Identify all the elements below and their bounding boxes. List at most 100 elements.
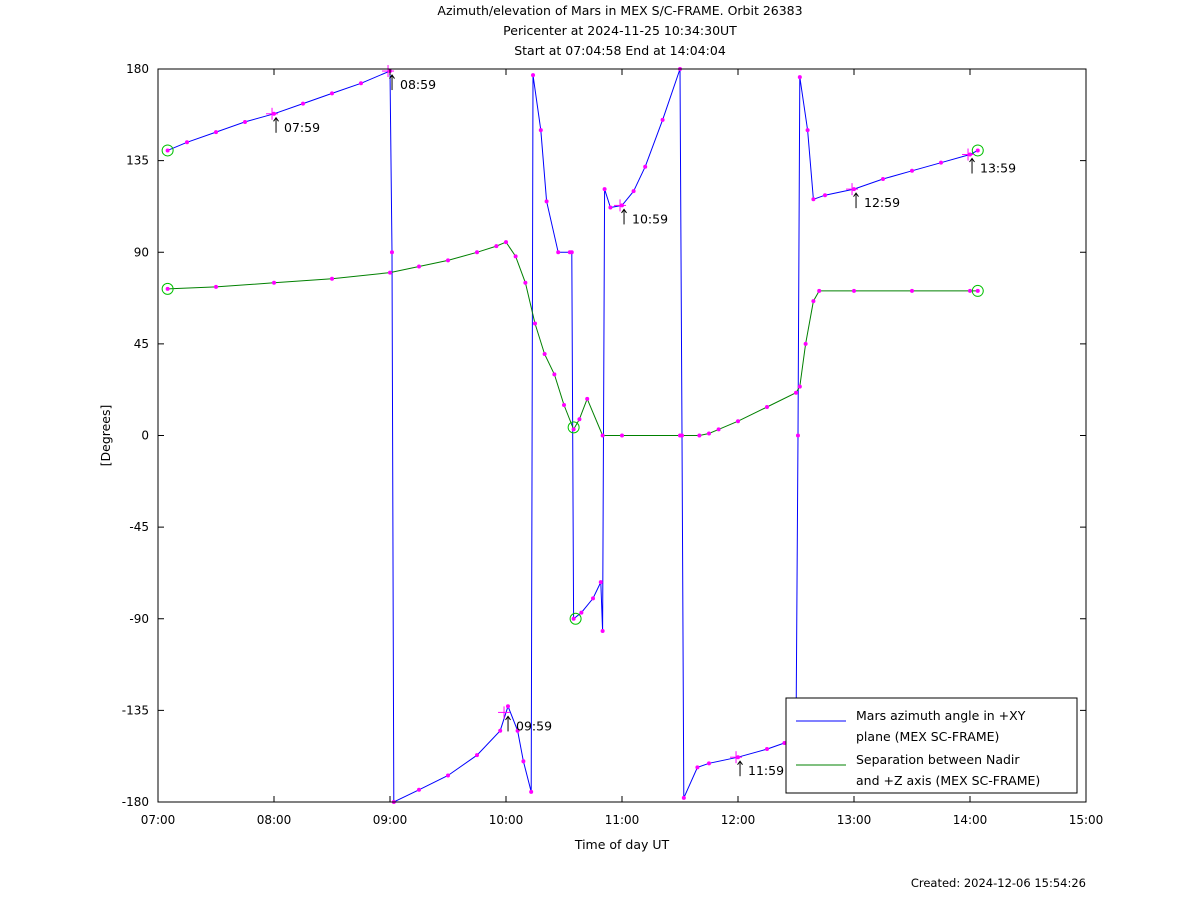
x-tick-label: 11:00 bbox=[605, 813, 640, 827]
annotation-arrow-head bbox=[737, 760, 743, 765]
circle-marker bbox=[161, 282, 174, 295]
data-point bbox=[975, 288, 980, 293]
data-point bbox=[505, 704, 510, 709]
x-axis: 07:00 08:00 09:00 10:00 11:00 12:00 13:00 14:00… bbox=[141, 69, 1103, 827]
data-point bbox=[585, 396, 590, 401]
data-point bbox=[910, 168, 914, 173]
data-point bbox=[579, 610, 584, 615]
series-line-0 bbox=[167, 68, 979, 803]
data-point bbox=[571, 616, 576, 621]
x-tick-label: 09:00 bbox=[373, 813, 408, 827]
data-point bbox=[797, 75, 802, 80]
data-point bbox=[544, 199, 549, 204]
data-point bbox=[552, 372, 557, 377]
annotation-arrow-head bbox=[969, 157, 975, 163]
data-point bbox=[214, 130, 218, 135]
legend-box bbox=[785, 697, 1078, 794]
circle-marker bbox=[971, 284, 984, 297]
annotation-layer: 07:59 08:59 09:59 10:59 11:59 12:59 13:59 bbox=[266, 65, 1016, 778]
data-point bbox=[185, 140, 189, 145]
data-point bbox=[389, 250, 394, 255]
data-point bbox=[542, 352, 547, 357]
data-point bbox=[446, 258, 450, 263]
data-point bbox=[515, 728, 520, 733]
data-point bbox=[765, 747, 769, 752]
annotation-arrow-head bbox=[389, 74, 395, 79]
data-point bbox=[975, 148, 980, 153]
data-point bbox=[620, 433, 624, 438]
data-point bbox=[782, 740, 787, 745]
data-point bbox=[446, 773, 450, 778]
y-axis: 180 135 90 45 0 -45 -90 -135 -180 bbox=[122, 62, 1086, 809]
y-tick-label: 45 bbox=[134, 337, 149, 351]
chart-title-line-1: Azimuth/elevation of Mars in MEX S/C-FRA… bbox=[437, 3, 803, 18]
data-point bbox=[475, 250, 479, 255]
data-point bbox=[697, 433, 702, 438]
data-point bbox=[797, 384, 802, 389]
y-tick-label: -45 bbox=[129, 520, 149, 534]
data-point bbox=[803, 341, 808, 346]
circle-marker bbox=[971, 144, 984, 157]
data-point bbox=[608, 205, 613, 210]
data-point bbox=[531, 73, 536, 78]
chart-title-line-2: Pericenter at 2024-11-25 10:34:30UT bbox=[503, 23, 737, 38]
x-tick-label: 07:00 bbox=[141, 813, 176, 827]
data-point bbox=[272, 280, 276, 285]
circle-marker bbox=[567, 421, 580, 434]
annotation-arrow-head bbox=[853, 192, 859, 197]
data-point bbox=[852, 288, 856, 293]
annotation-arrow-head bbox=[505, 715, 511, 721]
data-point bbox=[475, 753, 479, 758]
data-point bbox=[881, 176, 885, 181]
data-point bbox=[823, 193, 827, 198]
data-point bbox=[598, 580, 603, 585]
data-point bbox=[678, 433, 682, 438]
data-point bbox=[533, 321, 537, 326]
annotation-arrow-head bbox=[273, 116, 279, 122]
annotation-label: 07:59 bbox=[284, 120, 320, 135]
data-point bbox=[716, 427, 721, 432]
annotation-label: 12:59 bbox=[864, 195, 900, 210]
data-point bbox=[817, 288, 822, 293]
data-point bbox=[301, 101, 305, 106]
data-point bbox=[681, 795, 686, 800]
circle-marker bbox=[161, 144, 174, 157]
data-point bbox=[695, 765, 700, 770]
series-layer bbox=[167, 68, 979, 803]
circle-marker bbox=[569, 612, 582, 625]
legend: Mars azimuth angle in +XY plane (MEX SC-… bbox=[785, 697, 1078, 794]
legend-entry-separation-line-1: Separation between Nadir bbox=[856, 752, 1020, 767]
data-point bbox=[165, 148, 170, 153]
y-axis-label: [Degrees] bbox=[98, 405, 113, 467]
data-point bbox=[602, 187, 607, 192]
created-timestamp: Created: 2024-12-06 15:54:26 bbox=[910, 876, 1086, 890]
x-tick-label: 13:00 bbox=[837, 813, 872, 827]
chart-title-line-3: Start at 07:04:58 End at 14:04:04 bbox=[514, 43, 726, 58]
y-tick-label: 135 bbox=[126, 154, 149, 168]
annotation-label: 09:59 bbox=[516, 718, 552, 733]
data-point bbox=[600, 628, 605, 633]
x-tick-label: 12:00 bbox=[721, 813, 756, 827]
data-point bbox=[513, 254, 518, 259]
data-point bbox=[498, 728, 503, 733]
data-point bbox=[538, 128, 543, 133]
data-point bbox=[591, 596, 595, 601]
data-point bbox=[600, 433, 605, 438]
annotation-label: 11:59 bbox=[748, 763, 784, 778]
data-point bbox=[529, 789, 534, 794]
data-point bbox=[417, 264, 421, 269]
y-tick-label: 180 bbox=[126, 62, 149, 76]
data-point bbox=[643, 164, 648, 169]
data-point bbox=[494, 244, 499, 249]
y-tick-label: -90 bbox=[129, 612, 149, 626]
x-axis-label: Time of day UT bbox=[574, 837, 670, 852]
legend-entry-azimuth-line-2: plane (MEX SC-FRAME) bbox=[856, 729, 999, 744]
data-point bbox=[811, 299, 816, 304]
series-line-1 bbox=[167, 241, 978, 436]
data-point bbox=[521, 759, 526, 764]
data-point bbox=[214, 284, 218, 289]
data-point bbox=[968, 288, 972, 293]
data-point bbox=[910, 288, 914, 293]
annotation-label: 10:59 bbox=[632, 211, 668, 226]
data-point bbox=[562, 402, 566, 407]
